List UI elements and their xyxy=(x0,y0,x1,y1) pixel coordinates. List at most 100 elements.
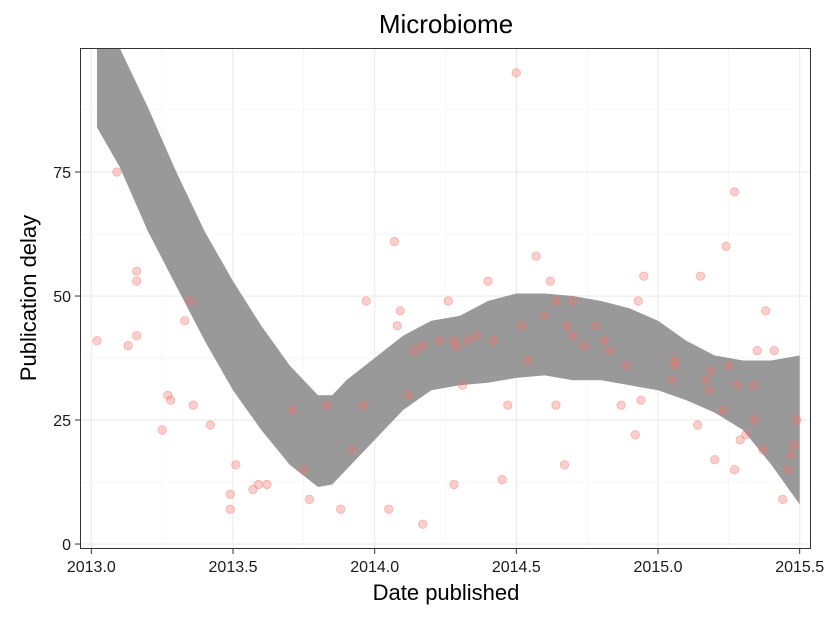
data-point xyxy=(163,390,173,400)
data-point xyxy=(789,440,799,450)
data-point xyxy=(483,276,493,286)
data-point xyxy=(472,331,482,341)
data-point xyxy=(347,445,357,455)
data-point xyxy=(545,276,555,286)
data-point xyxy=(792,415,802,425)
data-point xyxy=(562,321,572,331)
data-point xyxy=(435,336,445,346)
data-point xyxy=(157,425,167,435)
data-point xyxy=(418,340,428,351)
data-point xyxy=(503,400,513,410)
data-point xyxy=(511,68,521,78)
data-point xyxy=(718,405,728,415)
data-point xyxy=(531,251,541,261)
data-point xyxy=(489,336,499,346)
data-point xyxy=(185,296,196,306)
data-point xyxy=(749,415,759,425)
data-point xyxy=(667,375,677,385)
data-point xyxy=(248,484,258,495)
data-point xyxy=(786,450,796,460)
data-point xyxy=(729,464,740,475)
data-point xyxy=(262,479,272,490)
data-point xyxy=(769,345,779,356)
data-point xyxy=(112,167,122,177)
x-tick-label: 2013.0 xyxy=(67,559,116,576)
data-point xyxy=(568,296,578,306)
y-tick-label: 50 xyxy=(53,289,71,306)
data-point xyxy=(710,455,720,465)
data-point xyxy=(783,464,793,475)
data-point xyxy=(304,494,315,504)
data-point xyxy=(188,400,198,410)
data-point xyxy=(180,316,190,326)
data-point xyxy=(287,405,298,415)
data-point xyxy=(358,400,368,410)
data-point xyxy=(409,345,419,356)
data-point xyxy=(670,360,680,371)
data-point xyxy=(132,266,142,276)
data-point xyxy=(92,336,102,346)
data-point xyxy=(551,296,561,306)
data-point xyxy=(166,395,176,405)
data-point xyxy=(205,420,215,430)
data-point xyxy=(253,479,264,490)
data-point xyxy=(225,489,235,499)
data-point xyxy=(523,355,533,366)
panel-border xyxy=(80,48,811,549)
x-tick-label: 2014.5 xyxy=(492,559,541,576)
data-point xyxy=(721,241,731,251)
data-point xyxy=(418,519,428,529)
data-point xyxy=(497,474,507,485)
data-point xyxy=(707,365,717,375)
data-point xyxy=(599,336,609,346)
data-point xyxy=(517,321,527,331)
data-points xyxy=(92,68,802,529)
data-point xyxy=(443,296,453,306)
y-tick-label: 75 xyxy=(53,165,71,182)
y-tick-label: 25 xyxy=(53,413,71,430)
data-point xyxy=(724,360,734,371)
data-point xyxy=(741,430,751,440)
data-point xyxy=(729,187,740,197)
y-axis-title: Publication delay xyxy=(16,215,41,381)
data-point xyxy=(636,395,646,405)
data-point xyxy=(457,380,468,390)
data-point xyxy=(321,400,332,410)
data-point xyxy=(231,460,241,470)
data-point xyxy=(389,236,400,247)
x-tick-label: 2015.0 xyxy=(634,559,683,576)
data-point xyxy=(225,504,235,514)
data-point xyxy=(132,276,142,286)
data-point xyxy=(404,390,414,400)
data-point xyxy=(361,296,371,306)
data-point xyxy=(695,271,706,281)
x-axis-title: Date published xyxy=(373,580,520,605)
data-point xyxy=(559,460,570,470)
data-point xyxy=(701,375,711,385)
data-point xyxy=(551,400,561,410)
data-point xyxy=(449,336,459,346)
data-point xyxy=(752,345,762,356)
data-point xyxy=(749,380,759,390)
data-point xyxy=(123,340,133,351)
data-point xyxy=(540,311,550,321)
data-point xyxy=(616,400,626,410)
data-point xyxy=(568,331,578,341)
y-tick-label: 0 xyxy=(62,537,71,554)
data-point xyxy=(591,321,601,331)
data-point xyxy=(392,321,402,331)
data-point xyxy=(693,420,703,430)
data-point xyxy=(579,340,589,351)
x-axis-ticks: 2013.0 2013.5 2014.0 2014.5 2015.0 2015.5 xyxy=(67,549,824,576)
data-point xyxy=(395,306,405,316)
data-point xyxy=(452,340,462,351)
data-point xyxy=(132,331,142,341)
data-point xyxy=(758,445,768,455)
chart-title: Microbiome xyxy=(379,9,513,39)
data-point xyxy=(449,479,459,490)
data-point xyxy=(633,296,643,306)
data-point xyxy=(605,345,615,356)
data-point xyxy=(336,504,346,514)
data-point xyxy=(463,336,473,346)
data-point xyxy=(670,355,680,366)
